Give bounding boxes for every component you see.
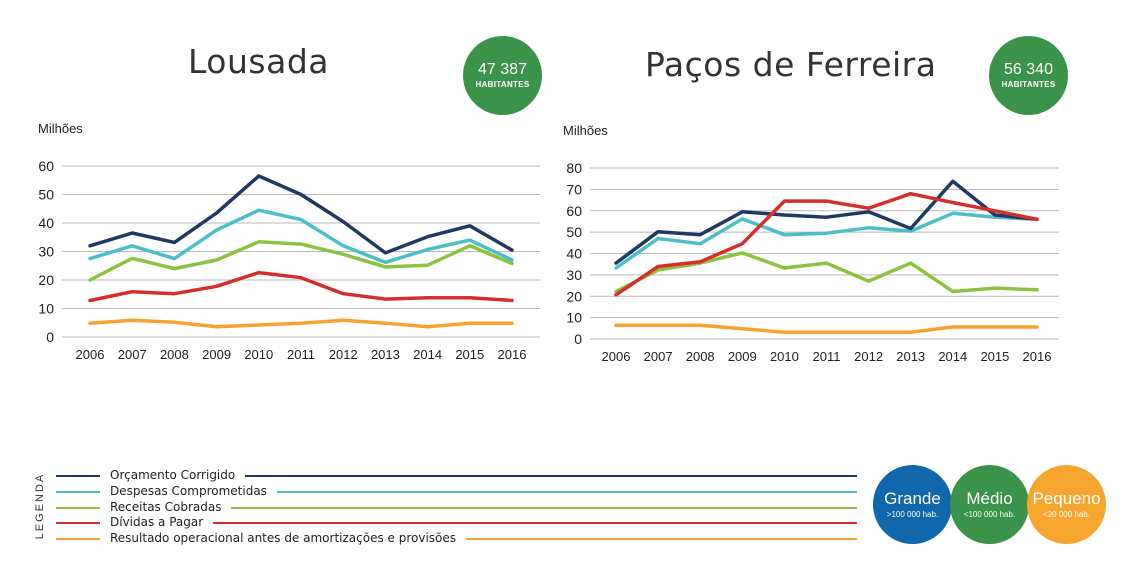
legend-label: Orçamento Corrigido [110, 468, 236, 482]
x-tick-label: 2014 [938, 349, 967, 364]
population-value: 47 387 [478, 60, 527, 78]
size-subtitle: >100 000 hab. [886, 509, 939, 519]
x-tick-label: 2014 [413, 347, 442, 362]
legend-swatch-line [56, 522, 100, 524]
legend-item-orcamento: Orçamento Corrigido [56, 468, 857, 482]
series-line-resultado [614, 323, 1039, 334]
x-tick-label: 2011 [287, 347, 315, 362]
y-tick-label: 20 [566, 288, 582, 304]
series-line-receitas [614, 251, 1039, 294]
y-tick-label: 80 [566, 160, 582, 176]
y-tick-label: 70 [566, 181, 582, 197]
y-tick-label: 50 [566, 224, 582, 240]
size-title: Pequeno [1032, 488, 1101, 508]
series-line-resultado [88, 318, 514, 329]
population-label: HABITANTES [475, 79, 530, 89]
population-badge-lousada: 47 387 HABITANTES [463, 36, 542, 115]
x-tick-label: 2016 [498, 347, 527, 362]
y-tick-label: 60 [566, 203, 582, 219]
legend-item-dividas: Dívidas a Pagar [56, 515, 857, 529]
size-title: Grande [884, 488, 941, 508]
legend-label: Dívidas a Pagar [110, 515, 204, 529]
legend-label: Receitas Cobradas [110, 500, 222, 514]
x-tick-label: 2015 [455, 347, 484, 362]
x-tick-label: 2013 [896, 349, 925, 364]
series-line-receitas [88, 240, 514, 282]
size-title: Médio [966, 488, 1013, 508]
y-tick-label: 0 [46, 329, 54, 345]
y-tick-label: 10 [38, 301, 54, 317]
x-tick-label: 2007 [118, 347, 147, 362]
y-tick-label: 30 [566, 267, 582, 283]
series-line-dividas [614, 191, 1039, 297]
y-tick-label: 40 [566, 246, 582, 262]
legend-swatch-line [466, 538, 857, 540]
x-tick-label: 2006 [76, 347, 105, 362]
x-tick-label: 2006 [602, 349, 631, 364]
legend-item-resultado: Resultado operacional antes de amortizaç… [56, 531, 857, 545]
y-tick-label: 20 [38, 272, 54, 288]
x-tick-label: 2013 [371, 347, 400, 362]
legend-swatch-line [245, 475, 857, 477]
series-line-orcamento [88, 174, 514, 255]
y-tick-label: 30 [38, 244, 54, 260]
y-unit-label-lousada: Milhões [38, 121, 83, 136]
legend-label: Resultado operacional antes de amortizaç… [110, 531, 457, 545]
x-tick-label: 2007 [644, 349, 673, 364]
legend-swatch-line [213, 522, 857, 524]
x-tick-label: 2008 [160, 347, 189, 362]
series-line-orcamento [614, 179, 1039, 265]
legend-item-despesas: Despesas Comprometidas [56, 484, 857, 498]
size-pequeno-badge: Pequeno <20 000 hab. [1027, 465, 1106, 544]
size-subtitle: <100 000 hab. [963, 509, 1016, 519]
y-tick-label: 10 [566, 310, 582, 326]
size-grande-badge: Grande >100 000 hab. [873, 465, 952, 544]
legend-item-receitas: Receitas Cobradas [56, 500, 857, 514]
x-tick-label: 2012 [854, 349, 883, 364]
legend-title-text: LEGENDA [34, 472, 46, 540]
legend-label: Despesas Comprometidas [110, 484, 267, 498]
x-tick-label: 2015 [980, 349, 1009, 364]
x-tick-label: 2010 [244, 347, 273, 362]
x-tick-label: 2016 [1023, 349, 1052, 364]
legend-swatch-line [56, 538, 100, 540]
legend-swatch-line [56, 475, 100, 477]
y-tick-label: 0 [574, 331, 582, 347]
legend-swatch-line [56, 491, 100, 493]
population-value: 56 340 [1004, 60, 1053, 78]
y-tick-label: 40 [38, 215, 54, 231]
legend-swatch-line [276, 491, 857, 493]
line-chart-lousada: 0 10 20 30 40 50 60 2006 2007 2008 2009 2010 2011 201… [38, 158, 540, 362]
size-medio-badge: Médio <100 000 hab. [950, 465, 1029, 544]
y-unit-label-pacos-de-ferreira: Milhões [563, 123, 608, 138]
population-badge-pacos-de-ferreira: 56 340 HABITANTES [989, 36, 1068, 115]
legend-title: LEGENDA [30, 470, 50, 542]
x-tick-label: 2009 [728, 349, 757, 364]
population-label: HABITANTES [1001, 79, 1056, 89]
y-tick-label: 60 [38, 158, 54, 174]
series-line-despesas [614, 211, 1039, 270]
x-tick-label: 2012 [329, 347, 358, 362]
series-line-dividas [88, 270, 514, 303]
legend-swatch-line [231, 507, 857, 509]
legend-swatch-line [56, 507, 100, 509]
series-line-despesas [88, 208, 514, 265]
x-tick-label: 2011 [813, 349, 841, 364]
line-chart-pacos-de-ferreira: 0 10 20 30 40 50 60 70 80 2006 2007 2008 2009 2010 201… [566, 160, 1059, 364]
x-tick-label: 2009 [202, 347, 231, 362]
chart-title-lousada: Lousada [188, 42, 329, 81]
x-tick-label: 2008 [686, 349, 715, 364]
size-subtitle: <20 000 hab. [1043, 509, 1090, 519]
y-tick-label: 50 [38, 187, 54, 203]
x-tick-label: 2010 [770, 349, 799, 364]
chart-title-pacos-de-ferreira: Paços de Ferreira [645, 45, 937, 84]
